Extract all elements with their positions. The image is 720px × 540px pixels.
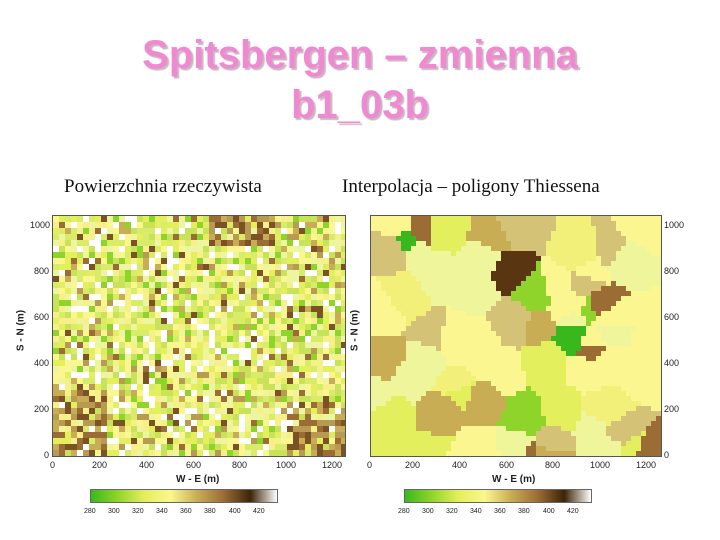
right-colorbar-tick: 380: [518, 508, 530, 515]
left-colorbar-tick: 360: [180, 508, 192, 515]
left-colorbar-tick: 380: [204, 508, 216, 515]
right-colorbar-tick: 280: [398, 508, 410, 515]
left-colorbar-tick: 420: [253, 508, 265, 515]
left-y-tick: 800: [34, 266, 50, 276]
right-colorbar: [404, 489, 592, 503]
slide-title-line1: Spitsbergen – zmienna: [142, 33, 578, 77]
right-x-axis-label: W - E (m): [492, 474, 536, 485]
left-colorbar-tick: 280: [84, 508, 96, 515]
right-x-tick: 600: [499, 460, 515, 470]
left-y-tick: 0: [44, 450, 50, 460]
right-x-tick: 1000: [590, 460, 611, 470]
left-x-tick: 200: [92, 460, 108, 470]
left-colorbar: [90, 489, 278, 503]
left-y-tick: 1000: [30, 220, 51, 230]
right-x-tick: 200: [405, 460, 421, 470]
right-colorbar-tick: 300: [422, 508, 434, 515]
right-x-tick: 0: [367, 460, 373, 470]
left-y-tick: 200: [34, 404, 50, 414]
right-x-tick: 400: [452, 460, 468, 470]
right-y-tick: 400: [664, 358, 680, 368]
right-map-thiessen-polygons: [370, 215, 662, 457]
left-colorbar-tick: 320: [132, 508, 144, 515]
left-colorbar-tick: 300: [108, 508, 120, 515]
right-y-tick: 600: [664, 312, 680, 322]
right-colorbar-tick: 420: [567, 508, 579, 515]
right-colorbar-tick: 360: [494, 508, 506, 515]
left-y-tick: 400: [34, 358, 50, 368]
left-panel-subtitle: Powierzchnia rzeczywista: [64, 176, 262, 197]
right-y-tick: 200: [664, 404, 680, 414]
right-panel-subtitle: Interpolacja – poligony Thiessena: [342, 176, 600, 197]
right-y-tick: 800: [664, 266, 680, 276]
right-colorbar-tick: 400: [543, 508, 555, 515]
left-x-tick: 800: [232, 460, 248, 470]
left-map-real-surface: [52, 215, 346, 457]
right-y-axis-label: S - N (m): [349, 309, 361, 352]
right-colorbar-tick: 340: [470, 508, 482, 515]
left-x-tick: 1200: [322, 460, 343, 470]
left-colorbar-tick: 400: [229, 508, 241, 515]
right-x-tick: 1200: [636, 460, 657, 470]
left-x-tick: 0: [50, 460, 56, 470]
slide-title-line2: b1_03b: [291, 83, 429, 127]
left-colorbar-tick: 340: [156, 508, 168, 515]
right-y-tick: 1000: [664, 220, 685, 230]
left-x-tick: 600: [186, 460, 202, 470]
left-y-axis-label: S - N (m): [15, 309, 27, 352]
left-y-tick: 600: [34, 312, 50, 322]
right-y-tick: 0: [664, 450, 670, 460]
left-x-tick: 1000: [276, 460, 297, 470]
left-x-axis-label: W - E (m): [176, 474, 220, 485]
right-x-tick: 800: [545, 460, 561, 470]
left-x-tick: 400: [139, 460, 155, 470]
right-colorbar-tick: 320: [446, 508, 458, 515]
